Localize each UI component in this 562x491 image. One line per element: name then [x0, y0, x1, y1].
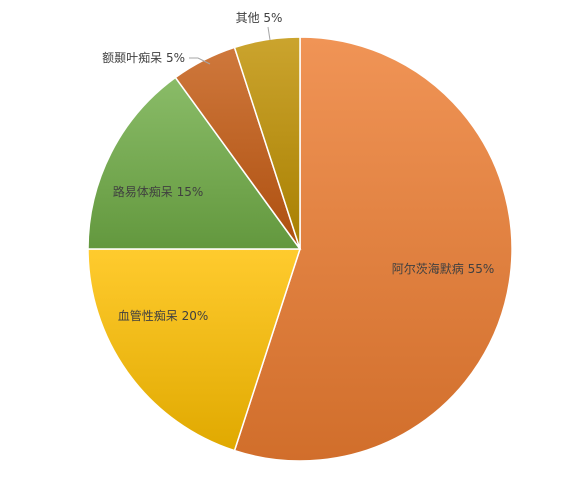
data-label-other: 其他 5% [236, 11, 283, 25]
pie-slice-vascular-dementia [87, 248, 302, 452]
leader-lines [189, 26, 271, 65]
pie-slice-lewy-body-dementia [87, 76, 302, 250]
leader-line-other [267, 26, 271, 41]
leader-line-frontotemporal-dementia [189, 57, 211, 65]
pie-slices [87, 36, 513, 462]
pie-slice-alzheimers [233, 36, 513, 462]
pie-slice-other [233, 36, 301, 250]
data-label-alzheimers: 阿尔茨海默病 55% [392, 261, 495, 276]
data-label-vascular-dementia: 血管性痴呆 20% [118, 308, 209, 323]
data-labels: 阿尔茨海默病 55% 血管性痴呆 20% 路易体痴呆 15% 额颞叶痴呆 5% 其他 5… [102, 11, 494, 323]
data-label-frontotemporal-dementia: 额颞叶痴呆 5% [102, 50, 185, 65]
data-label-lewy-body-dementia: 路易体痴呆 15% [113, 184, 204, 199]
